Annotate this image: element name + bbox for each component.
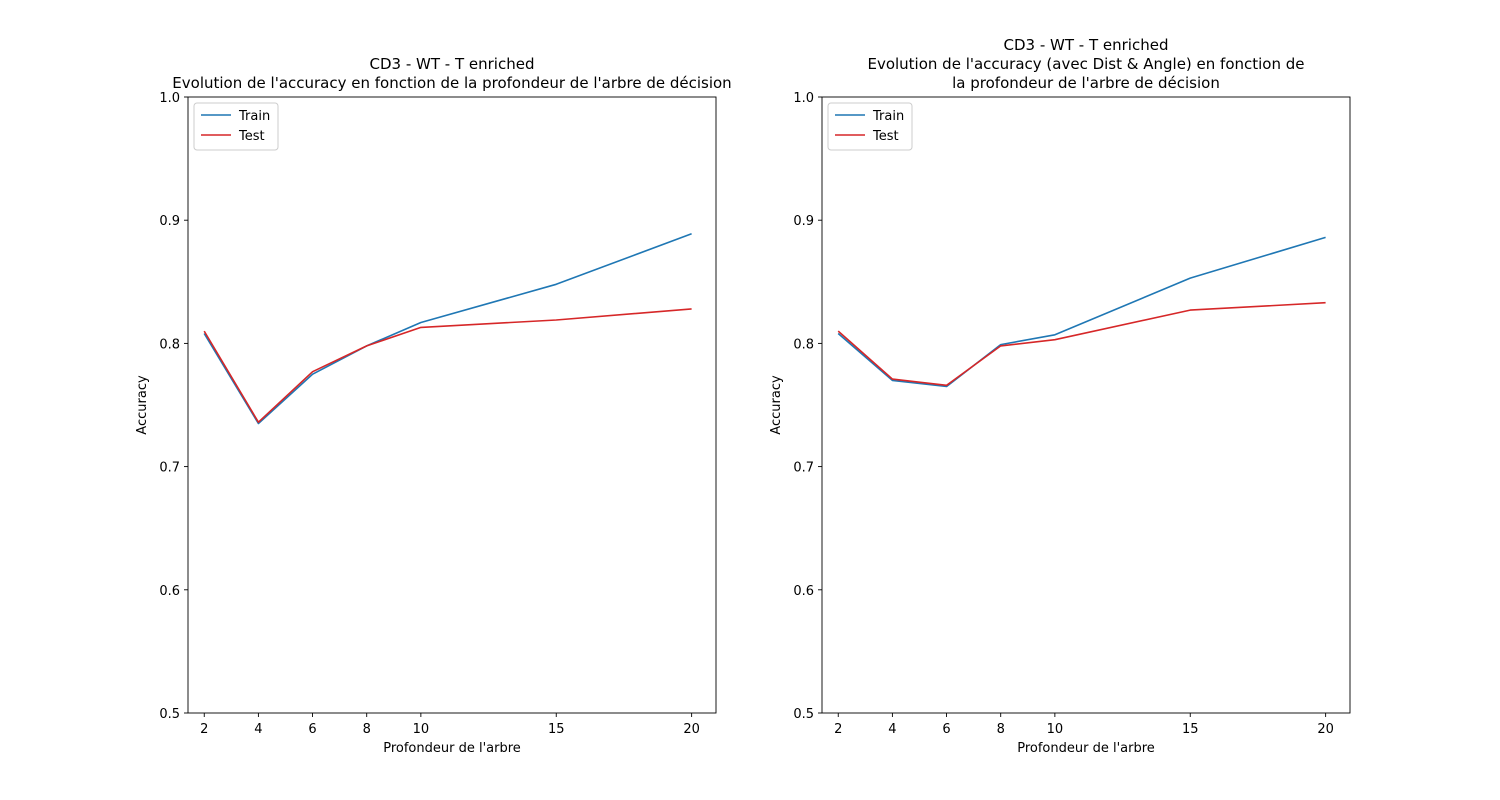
- legend-label-test: Test: [238, 129, 265, 144]
- chart-title-line: la profondeur de l'arbre de décision: [952, 74, 1220, 92]
- chart-title-line: CD3 - WT - T enriched: [370, 55, 535, 73]
- y-tick-label: 0.6: [793, 584, 814, 599]
- x-tick-label: 8: [997, 722, 1005, 737]
- y-tick-label: 0.8: [793, 337, 814, 352]
- plot-frame: [821, 96, 1351, 714]
- series-line-train: [203, 233, 692, 425]
- chart-title-line: Evolution de l'accuracy en fonction de l…: [172, 74, 731, 92]
- y-tick-label: 0.7: [159, 461, 180, 476]
- legend-label-train: Train: [872, 109, 904, 124]
- y-axis-label: Accuracy: [135, 375, 150, 435]
- x-tick-label: 6: [942, 722, 950, 737]
- y-tick-label: 1.0: [793, 91, 814, 106]
- x-tick-label: 4: [254, 722, 262, 737]
- y-tick-label: 0.9: [793, 214, 814, 229]
- x-tick-label: 10: [1047, 722, 1064, 737]
- x-tick-label: 4: [888, 722, 896, 737]
- y-axis-label: Accuracy: [769, 375, 784, 435]
- series-line-test: [203, 308, 692, 424]
- y-tick-label: 0.8: [159, 337, 180, 352]
- y-tick-label: 0.6: [159, 584, 180, 599]
- x-tick-label: 15: [1182, 722, 1199, 737]
- x-axis-label: Profondeur de l'arbre: [1017, 741, 1155, 756]
- x-tick-label: 20: [683, 722, 700, 737]
- legend-label-test: Test: [872, 129, 899, 144]
- x-tick-label: 10: [413, 722, 430, 737]
- series-line-test: [837, 301, 1326, 387]
- chart-title-line: CD3 - WT - T enriched: [1004, 36, 1169, 54]
- y-tick-label: 0.9: [159, 214, 180, 229]
- x-axis-label: Profondeur de l'arbre: [383, 741, 521, 756]
- y-tick-label: 0.5: [793, 707, 814, 722]
- legend-label-train: Train: [238, 109, 270, 124]
- x-tick-label: 8: [363, 722, 371, 737]
- plot-frame: [187, 96, 717, 714]
- chart-title-line: Evolution de l'accuracy (avec Dist & Ang…: [867, 55, 1304, 73]
- x-tick-label: 15: [548, 722, 565, 737]
- y-tick-label: 1.0: [159, 91, 180, 106]
- series-line-train: [837, 236, 1326, 388]
- x-tick-label: 2: [834, 722, 842, 737]
- x-tick-label: 20: [1317, 722, 1334, 737]
- x-tick-label: 2: [200, 722, 208, 737]
- y-tick-label: 0.7: [793, 461, 814, 476]
- y-tick-label: 0.5: [159, 707, 180, 722]
- x-tick-label: 6: [308, 722, 316, 737]
